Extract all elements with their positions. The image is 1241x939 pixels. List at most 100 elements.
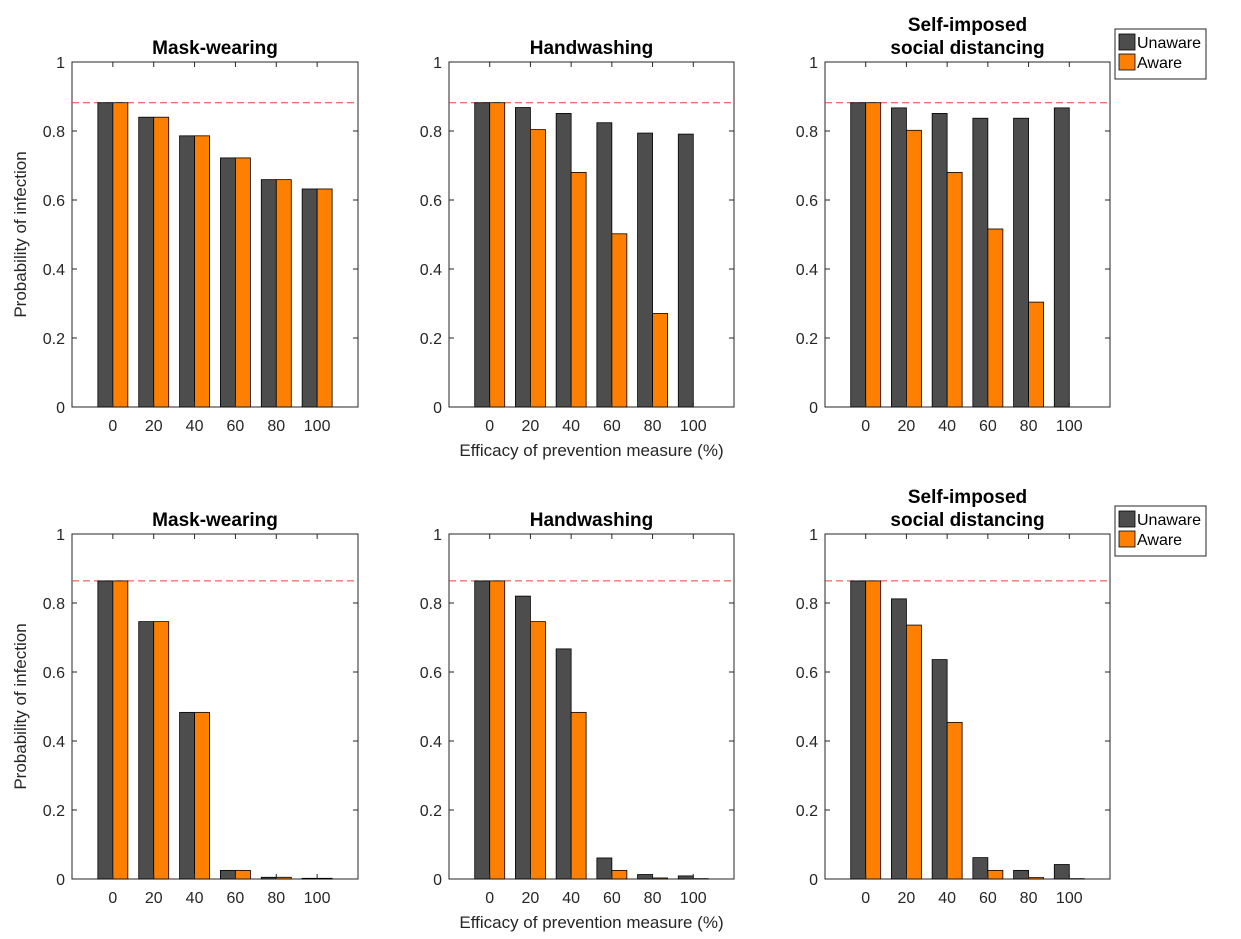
bar-unaware-60 (596, 122, 613, 408)
bar-unaware-0 (850, 580, 867, 880)
panel-title: Mask-wearing (152, 510, 278, 531)
plot-area-box (448, 61, 735, 408)
x-tick-label: 100 (680, 418, 707, 435)
y-tick-label: 0.2 (43, 803, 65, 820)
y-tick-label: 0 (56, 400, 65, 417)
legend-swatch-unaware (1118, 510, 1136, 528)
bar-unaware-20 (138, 116, 155, 408)
bar-unaware-0 (474, 102, 491, 408)
bar-aware-40 (570, 711, 587, 880)
bar-unaware-100 (1053, 107, 1070, 408)
y-tick-label: 1 (809, 527, 818, 544)
y-tick-label: 0.8 (43, 596, 65, 613)
bar-aware-0 (112, 102, 129, 408)
x-tick-label: 80 (267, 418, 285, 435)
plot-area-box (71, 61, 359, 408)
bar-unaware-60 (220, 157, 236, 408)
bar-unaware-80 (637, 874, 653, 880)
y-tick-label: 1 (809, 55, 818, 72)
y-tick-label: 1 (433, 55, 442, 72)
bar-unaware-0 (97, 580, 114, 880)
x-tick-label: 0 (861, 890, 870, 907)
bar-unaware-60 (596, 857, 613, 880)
bar-aware-0 (112, 580, 129, 880)
y-tick-label: 0.6 (43, 193, 65, 210)
bar-unaware-40 (555, 648, 572, 880)
panel-3: 0 0.2 0.4 0.6 0.8 1 0 20 40 60 80 100 Self-imposedso… (796, 15, 1111, 435)
bar-aware-60 (987, 869, 1004, 880)
y-tick-label: 0 (809, 872, 818, 889)
y-tick-label: 0.6 (43, 665, 65, 682)
x-tick-label: 80 (1020, 418, 1038, 435)
y-tick-label: 0 (433, 400, 442, 417)
plot-area-box (824, 533, 1111, 880)
y-tick-label: 0.2 (43, 331, 65, 348)
bar-unaware-100 (677, 133, 694, 408)
x-tick-label: 100 (680, 890, 707, 907)
plot-area-box (448, 533, 735, 880)
bar-unaware-80 (1013, 117, 1029, 408)
x-tick-label: 80 (644, 418, 662, 435)
y-tick-label: 0.8 (420, 596, 442, 613)
bar-aware-80 (1028, 877, 1044, 880)
x-tick-label: 20 (522, 890, 540, 907)
bar-aware-20 (530, 621, 546, 880)
y-tick-label: 0.2 (420, 331, 442, 348)
y-tick-label: 0.4 (796, 734, 818, 751)
bar-unaware-100 (301, 188, 318, 408)
x-tick-label: 20 (145, 890, 163, 907)
x-tick-label: 100 (1056, 418, 1083, 435)
x-tick-label: 80 (644, 890, 662, 907)
bar-unaware-100 (677, 875, 694, 880)
legend-label-unaware: Unaware (1137, 35, 1201, 52)
bar-unaware-60 (972, 117, 989, 408)
x-tick-label: 60 (979, 890, 997, 907)
y-tick-label: 0.6 (796, 665, 818, 682)
bar-aware-20 (530, 129, 546, 408)
bar-aware-40 (194, 135, 210, 408)
bar-unaware-100 (301, 877, 318, 880)
y-tick-label: 0.8 (796, 596, 818, 613)
x-tick-label: 20 (898, 890, 916, 907)
panel-title: social distancing (890, 510, 1044, 531)
x-tick-label: 60 (227, 890, 245, 907)
bar-unaware-80 (260, 876, 277, 880)
legend-label-aware: Aware (1137, 55, 1182, 72)
legend-swatch-unaware (1118, 33, 1136, 51)
x-tick-label: 40 (562, 890, 580, 907)
y-tick-label: 0.6 (420, 193, 442, 210)
bar-aware-80 (652, 313, 668, 408)
x-tick-label: 60 (603, 890, 621, 907)
y-tick-label: 0.4 (420, 262, 442, 279)
panel-title: Handwashing (530, 510, 654, 531)
bar-unaware-60 (972, 857, 989, 880)
y-tick-label: 0.6 (420, 665, 442, 682)
y-tick-label: 0.8 (420, 124, 442, 141)
bar-aware-0 (489, 580, 506, 880)
y-tick-label: 0.4 (796, 262, 818, 279)
x-tick-label: 100 (304, 890, 331, 907)
plot-area-box (824, 61, 1111, 408)
bar-aware-40 (194, 711, 210, 880)
y-tick-label: 0.2 (796, 803, 818, 820)
y-tick-label: 0.2 (796, 331, 818, 348)
bar-unaware-60 (220, 869, 236, 880)
bar-aware-0 (865, 580, 882, 880)
y-tick-label: 1 (56, 55, 65, 72)
y-tick-label: 1 (433, 527, 442, 544)
legend-swatch-aware (1118, 530, 1136, 548)
x-tick-label: 0 (108, 418, 117, 435)
y-tick-label: 0 (56, 872, 65, 889)
x-tick-label: 0 (485, 890, 494, 907)
bar-unaware-40 (555, 113, 572, 408)
y-tick-label: 0 (433, 872, 442, 889)
bar-unaware-40 (931, 659, 948, 880)
x-tick-label: 0 (485, 418, 494, 435)
panel-title: social distancing (890, 38, 1044, 59)
x-tick-label: 40 (938, 418, 956, 435)
x-tick-label: 100 (1056, 890, 1083, 907)
panel-1: 0 0.2 0.4 0.6 0.8 1 0 20 40 60 80 100 Mask-wearing Pr… (11, 38, 359, 435)
bar-aware-80 (275, 876, 292, 880)
bar-unaware-20 (891, 107, 907, 408)
x-tick-label: 100 (304, 418, 331, 435)
